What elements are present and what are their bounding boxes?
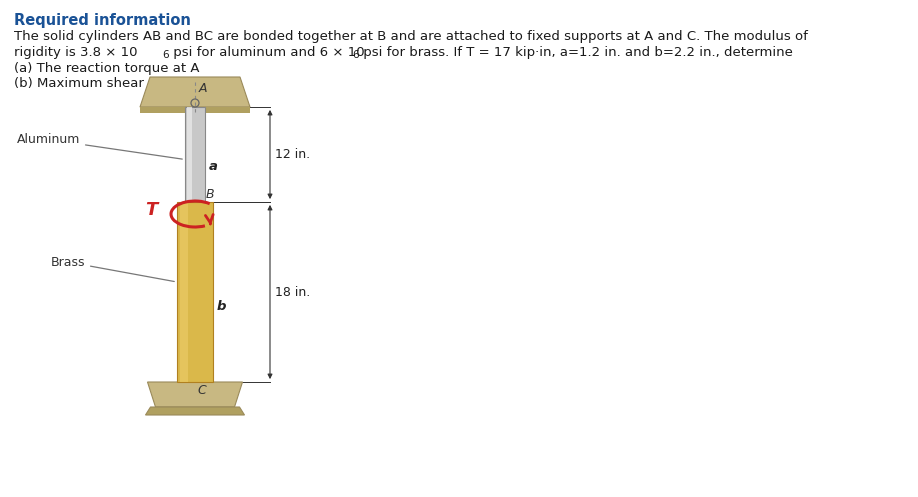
- Text: Aluminum: Aluminum: [17, 133, 183, 159]
- Text: 6: 6: [162, 50, 169, 60]
- Text: B: B: [206, 188, 215, 201]
- Polygon shape: [145, 407, 244, 415]
- Bar: [177, 202, 213, 382]
- Text: C: C: [197, 384, 206, 397]
- Text: A: A: [199, 82, 207, 95]
- Text: psi for brass. If T = 17 kip·in, a=1.2 in. and b=2.2 in., determine: psi for brass. If T = 17 kip·in, a=1.2 i…: [359, 46, 793, 59]
- Text: T: T: [145, 201, 157, 219]
- Text: b: b: [217, 301, 227, 314]
- Text: Brass: Brass: [50, 255, 174, 281]
- Bar: [187, 107, 192, 202]
- Polygon shape: [140, 77, 250, 107]
- Polygon shape: [148, 382, 242, 407]
- Polygon shape: [140, 107, 250, 113]
- Text: 6: 6: [352, 50, 359, 60]
- Text: 18 in.: 18 in.: [275, 285, 310, 299]
- Bar: [180, 202, 188, 382]
- Text: 12 in.: 12 in.: [275, 148, 310, 161]
- Text: The solid cylinders AB and BC are bonded together at B and are attached to fixed: The solid cylinders AB and BC are bonded…: [14, 30, 808, 43]
- Text: (b) Maximum shear stress in BC: (b) Maximum shear stress in BC: [14, 77, 227, 90]
- Text: rigidity is 3.8 × 10: rigidity is 3.8 × 10: [14, 46, 138, 59]
- Text: Required information: Required information: [14, 13, 191, 28]
- Text: psi for aluminum and 6 × 10: psi for aluminum and 6 × 10: [169, 46, 364, 59]
- Bar: [185, 107, 205, 202]
- Text: a: a: [209, 161, 218, 173]
- Text: (a) The reaction torque at A: (a) The reaction torque at A: [14, 62, 199, 75]
